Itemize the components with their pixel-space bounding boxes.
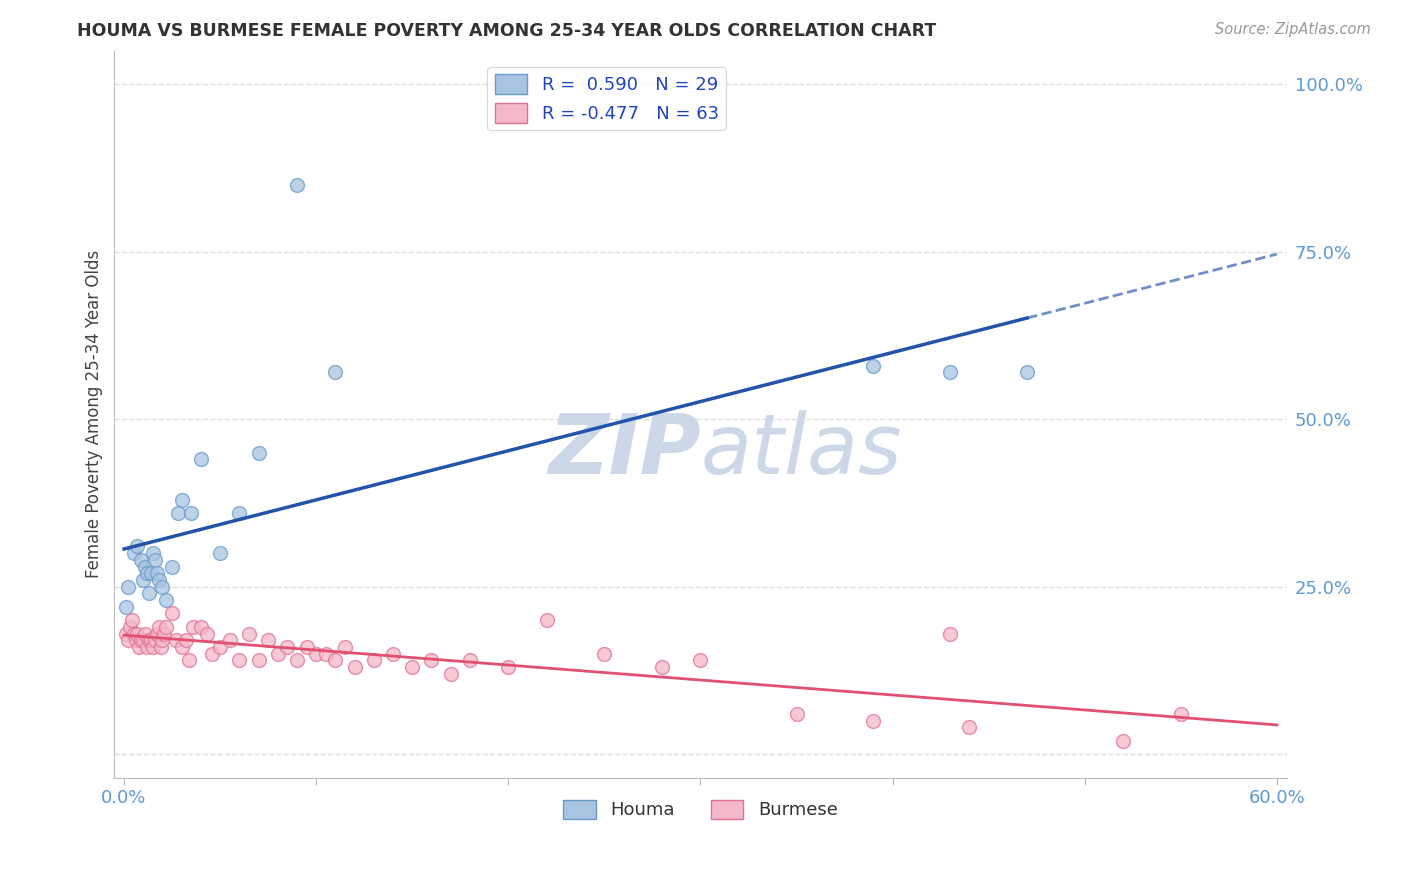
Point [401,660,423,674]
Point [117,633,139,648]
Point [155,593,177,607]
Point [195,626,218,640]
Point [145,566,167,581]
Point [363,653,385,667]
Point [153,626,176,640]
Point [148,573,170,587]
Point [593,647,616,661]
Point [127,626,149,640]
Point [124,633,146,648]
Point [209,546,232,560]
Point [134,626,156,640]
Point [1112,733,1135,747]
Point [170,640,193,654]
Point [1017,365,1039,379]
Point [132,573,155,587]
Point [132,633,155,648]
Point [179,653,201,667]
Point [285,178,308,192]
Text: HOUMA VS BURMESE FEMALE POVERTY AMONG 25-34 YEAR OLDS CORRELATION CHART: HOUMA VS BURMESE FEMALE POVERTY AMONG 25… [77,22,936,40]
Point [959,720,981,734]
Point [142,640,165,654]
Point [127,540,149,554]
Point [285,653,308,667]
Point [165,633,187,648]
Point [160,607,183,621]
Point [201,647,224,661]
Text: atlas: atlas [700,410,903,491]
Point [689,653,711,667]
Point [209,640,232,654]
Text: Source: ZipAtlas.com: Source: ZipAtlas.com [1215,22,1371,37]
Point [295,640,318,654]
Point [152,580,174,594]
Point [142,546,165,560]
Point [238,626,260,640]
Point [1170,706,1192,721]
Point [166,506,188,520]
Point [160,559,183,574]
Point [498,660,520,674]
Point [131,633,153,648]
Point [651,660,673,674]
Point [190,452,212,467]
Point [305,647,328,661]
Point [247,445,270,459]
Point [136,566,159,581]
Point [131,553,153,567]
Point [181,620,204,634]
Point [155,620,177,634]
Point [862,359,884,373]
Point [174,633,197,648]
Point [333,640,356,654]
Point [180,506,202,520]
Point [115,599,138,614]
Point [138,586,160,600]
Point [121,613,143,627]
Point [440,666,463,681]
Point [536,613,558,627]
Point [343,660,366,674]
Point [149,640,172,654]
Point [139,566,162,581]
Point [148,620,170,634]
Point [267,647,290,661]
Legend: Houma, Burmese: Houma, Burmese [555,792,845,827]
Point [118,620,141,634]
Point [315,647,337,661]
Point [939,365,962,379]
Point [122,546,145,560]
Point [136,640,159,654]
Point [138,633,160,648]
Point [115,626,138,640]
Point [145,626,167,640]
Point [143,553,166,567]
Point [117,580,139,594]
Point [190,620,212,634]
Point [122,626,145,640]
Point [325,653,347,667]
Point [228,506,250,520]
Point [228,653,250,667]
Point [276,640,298,654]
Point [128,640,150,654]
Point [134,559,156,574]
Point [862,714,884,728]
Point [139,633,162,648]
Text: ZIP: ZIP [548,410,700,491]
Point [152,633,174,648]
Point [382,647,405,661]
Point [325,365,347,379]
Point [143,633,166,648]
Y-axis label: Female Poverty Among 25-34 Year Olds: Female Poverty Among 25-34 Year Olds [86,250,103,578]
Point [257,633,280,648]
Point [786,706,808,721]
Point [420,653,443,667]
Point [939,626,962,640]
Point [458,653,481,667]
Point [218,633,240,648]
Point [170,492,193,507]
Point [247,653,270,667]
